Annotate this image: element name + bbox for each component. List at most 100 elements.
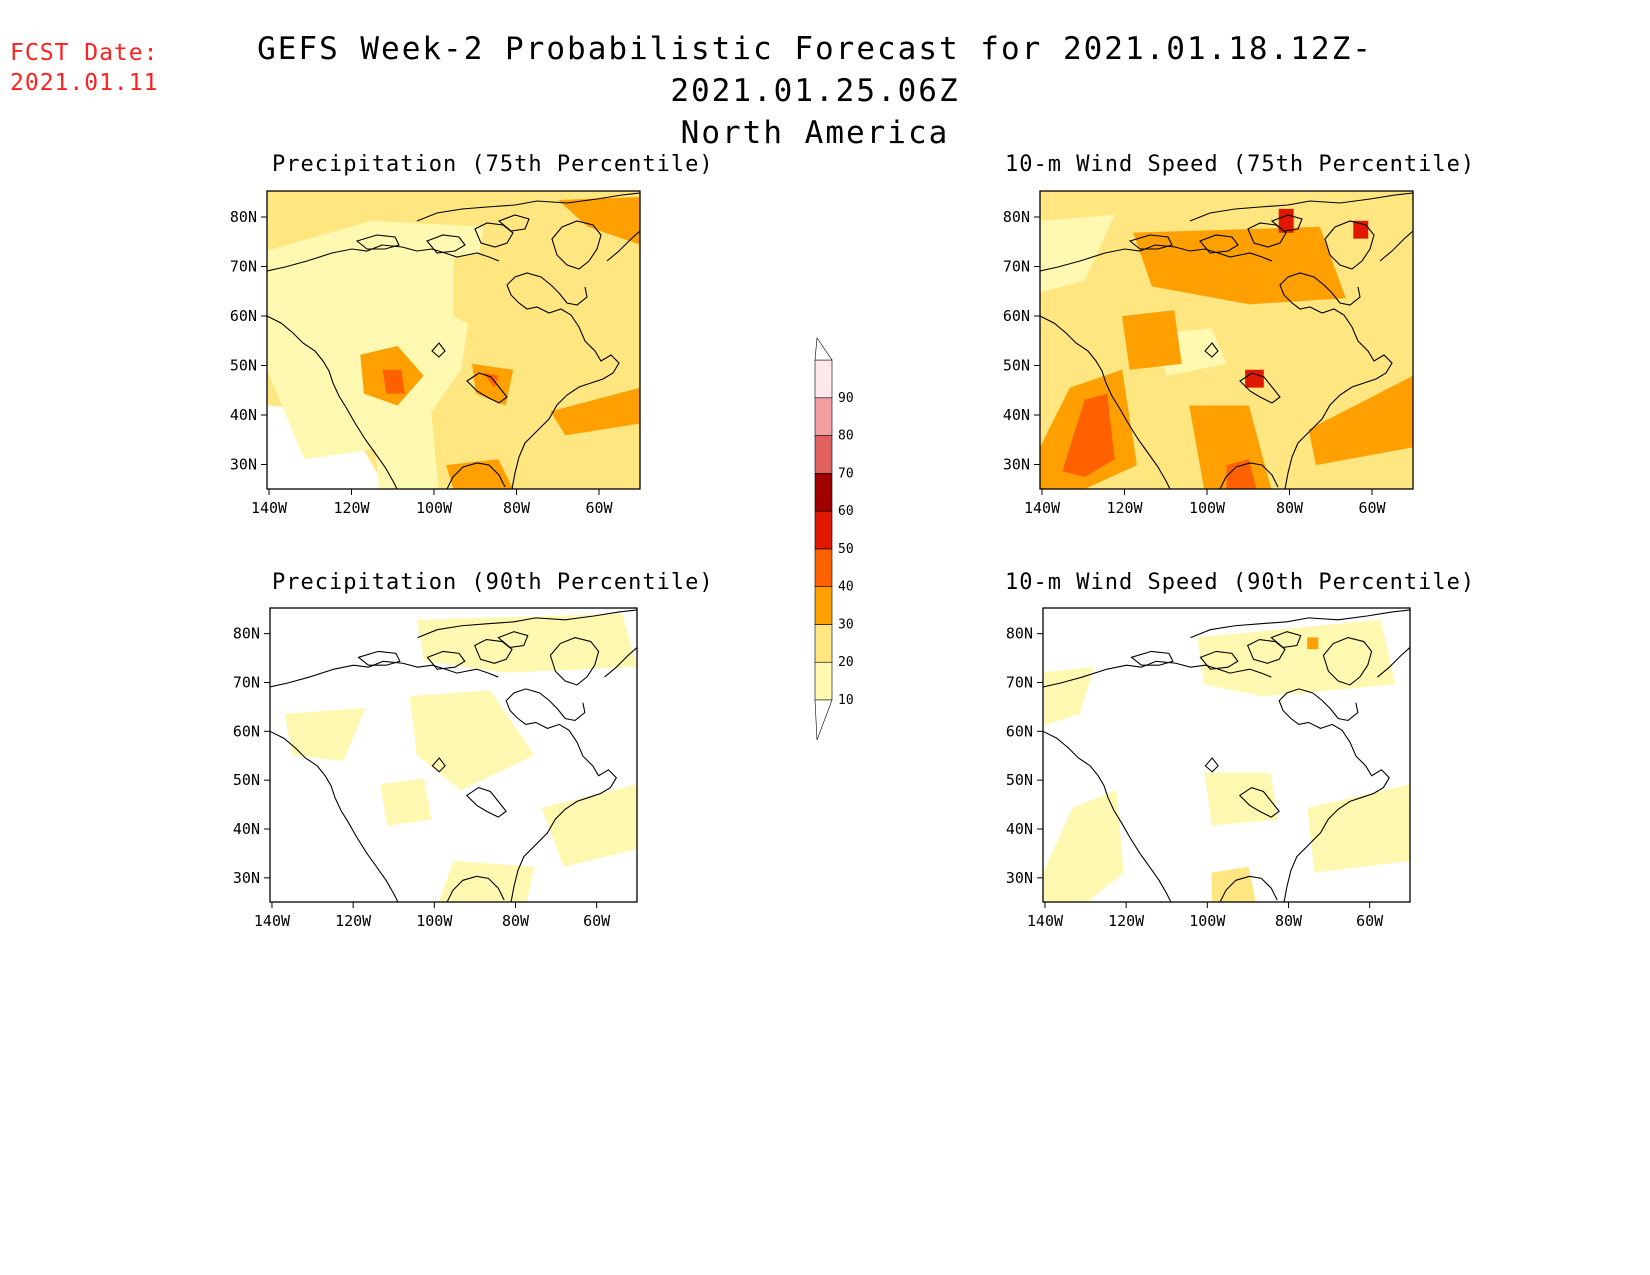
shade-region: [267, 220, 484, 460]
shade-region: [1353, 220, 1369, 239]
map-panel-wind90: 80N 70N 60N 50N 40N 30N 140W 120W 100W 80W 60W: [1006, 607, 1411, 930]
panel-title-precip90: Precipitation (90th Percentile): [272, 570, 714, 595]
colorbar-label: 70: [838, 466, 854, 481]
colorbar-swatch: [814, 624, 833, 663]
shade-region: [1062, 393, 1115, 478]
lat-tick-label: 70N: [233, 673, 260, 691]
colorbar-swatch: [814, 661, 833, 701]
lat-tick-label: 50N: [230, 357, 257, 375]
panel-title-wind90: 10-m Wind Speed (90th Percentile): [1005, 570, 1476, 595]
shade-region: [438, 860, 535, 902]
lat-tick-label: 70N: [230, 258, 257, 276]
lon-tick-label: 60W: [583, 912, 611, 930]
lat-tick-label: 40N: [1003, 406, 1030, 424]
colorbar-swatch: [814, 473, 833, 512]
lon-tick-label: 60W: [1356, 912, 1384, 930]
map-panel-precip75: 80N 70N 60N 50N 40N 30N 140W 120W 100W 80W 60W: [230, 190, 641, 517]
lat-tick-label: 30N: [1003, 456, 1030, 474]
lon-tick-label: 80W: [1276, 499, 1304, 517]
map-frame: [1042, 607, 1411, 903]
shade-region: [1043, 666, 1095, 726]
lat-tick-label: 30N: [1006, 869, 1033, 887]
lon-tick-label: 100W: [1189, 499, 1226, 517]
colorbar-swatch: [814, 359, 833, 399]
colorbar-swatch: [814, 586, 833, 625]
forecast-date-label: FCST Date:: [10, 40, 159, 66]
lon-tick-label: 140W: [251, 499, 288, 517]
lon-tick-label: 100W: [1189, 912, 1226, 930]
lat-tick-label: 40N: [230, 406, 257, 424]
colorbar-label: 60: [838, 504, 854, 519]
shade-region: [1040, 214, 1115, 293]
lon-tick-label: 100W: [416, 499, 453, 517]
lat-tick-label: 80N: [233, 625, 260, 643]
shade-region: [1226, 459, 1257, 489]
forecast-date: FCST Date: 2021.01.11: [10, 38, 158, 98]
shade-region: [1043, 790, 1124, 902]
lon-tick-label: 80W: [1275, 912, 1303, 930]
colorbar-label: 10: [838, 693, 854, 708]
colorbar-bottom-cap: [814, 699, 833, 741]
lat-tick-label: 70N: [1006, 673, 1033, 691]
shade-region: [550, 387, 640, 436]
colorbar-top-cap: [814, 337, 833, 361]
lon-tick-label: 120W: [1106, 499, 1143, 517]
colorbar-label: 50: [838, 542, 854, 557]
shade-region: [1204, 772, 1278, 826]
lon-tick-label: 60W: [585, 499, 613, 517]
colorbar-label: 80: [838, 429, 854, 444]
lat-tick-label: 60N: [230, 307, 257, 325]
colorbar-label: 20: [838, 655, 854, 670]
lat-tick-label: 80N: [1003, 208, 1030, 226]
lon-tick-label: 120W: [333, 499, 370, 517]
region-subtitle: North America: [680, 115, 950, 151]
forecast-date-value: 2021.01.11: [10, 70, 159, 96]
shade-region: [284, 707, 366, 761]
colorbar-label: 90: [838, 391, 854, 406]
lat-tick-label: 60N: [233, 722, 260, 740]
colorbar-swatch: [814, 548, 833, 587]
shade-region: [1245, 369, 1264, 388]
lon-tick-label: 100W: [416, 912, 453, 930]
lat-tick-label: 70N: [1003, 258, 1030, 276]
main-title: GEFS Week-2 Probabilistic Forecast for 2…: [257, 31, 1373, 109]
map-frame: [1039, 190, 1414, 490]
lat-tick-label: 50N: [1006, 771, 1033, 789]
lon-tick-label: 140W: [1024, 499, 1061, 517]
shade-region: [557, 196, 640, 245]
lon-tick-label: 60W: [1358, 499, 1386, 517]
colorbar-swatch: [814, 435, 833, 474]
map-panel-precip90: 80N 70N 60N 50N 40N 30N 140W 120W 100W 80W 60W: [233, 607, 638, 930]
lat-tick-label: 50N: [233, 771, 260, 789]
colorbar-label: 30: [838, 617, 854, 632]
lon-tick-label: 120W: [1108, 912, 1145, 930]
lat-tick-label: 40N: [233, 820, 260, 838]
shade-region: [453, 250, 558, 340]
shade-region: [1308, 375, 1413, 466]
lat-tick-label: 40N: [1006, 820, 1033, 838]
lat-tick-label: 30N: [233, 869, 260, 887]
lat-tick-label: 80N: [230, 208, 257, 226]
page-title: GEFS Week-2 Probabilistic Forecast for 2…: [170, 28, 1460, 154]
panel-title-precip75: Precipitation (75th Percentile): [272, 152, 714, 177]
lon-tick-label: 140W: [254, 912, 291, 930]
lat-tick-label: 30N: [230, 456, 257, 474]
lon-tick-label: 120W: [335, 912, 372, 930]
colorbar-label: 40: [838, 580, 854, 595]
colorbar: 10 20 30 40 50 60 70 80 90: [814, 337, 854, 741]
colorbar-swatch: [814, 510, 833, 550]
shade-region: [382, 369, 406, 394]
lat-tick-label: 60N: [1006, 722, 1033, 740]
shade-region: [1133, 226, 1346, 305]
shade-region: [1122, 310, 1182, 370]
shade-region: [541, 784, 637, 867]
shade-region: [380, 778, 432, 826]
lat-tick-label: 80N: [1006, 625, 1033, 643]
map-frame: [269, 607, 638, 903]
colorbar-swatch: [814, 397, 833, 436]
lon-tick-label: 80W: [503, 499, 531, 517]
shade-region: [1307, 784, 1410, 873]
shade-region: [483, 372, 499, 388]
shade-region: [1307, 637, 1319, 650]
